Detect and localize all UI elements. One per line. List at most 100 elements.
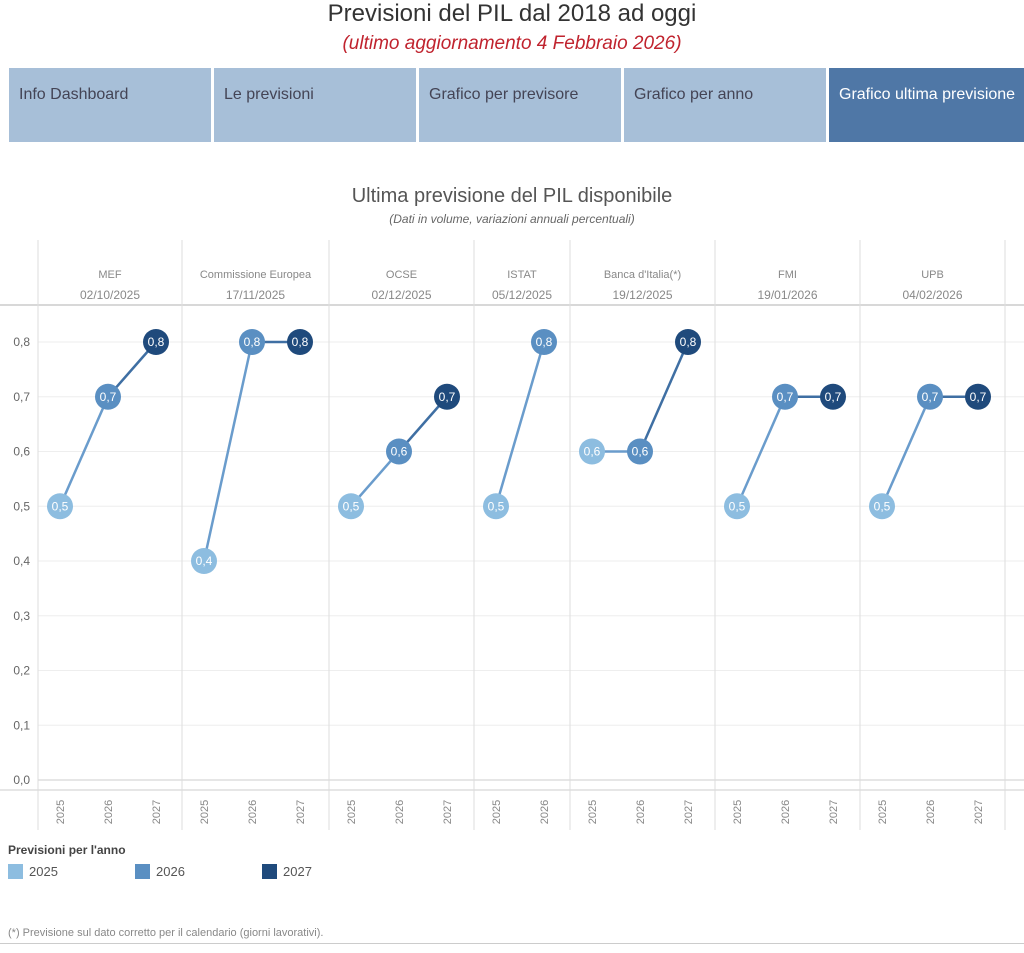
x-tick-label: 2025 — [877, 800, 889, 824]
legend-label: 2027 — [283, 864, 312, 879]
data-label: 0,8 — [148, 335, 165, 349]
series-line — [638, 341, 690, 453]
chart-subtitle: (Dati in volume, variazioni annuali perc… — [389, 212, 635, 226]
data-label: 0,5 — [729, 499, 746, 513]
data-point — [724, 493, 750, 520]
x-tick-label: 2026 — [635, 800, 647, 824]
data-point — [483, 493, 509, 520]
tab-grafico-per-previsore[interactable]: Grafico per previsore — [419, 68, 621, 142]
y-tick-label: 0,0 — [13, 773, 30, 787]
x-tick-label: 2027 — [151, 800, 163, 824]
legend-swatch — [262, 864, 277, 879]
x-tick-label: 2026 — [780, 800, 792, 824]
x-tick-label: 2027 — [683, 800, 695, 824]
panel-name: FMI — [778, 269, 797, 281]
panel-date: 02/12/2025 — [371, 288, 431, 302]
x-tick-label: 2025 — [732, 800, 744, 824]
panel-name: UPB — [921, 269, 944, 281]
series-line — [494, 341, 546, 507]
data-label: 0,6 — [584, 445, 601, 459]
data-label: 0,6 — [632, 445, 649, 459]
divider — [0, 943, 1024, 944]
legend-item-2025: 2025 — [8, 864, 58, 879]
x-tick-label: 2026 — [394, 800, 406, 824]
series-line — [202, 341, 254, 562]
data-point — [47, 493, 73, 520]
legend-item-2027: 2027 — [262, 864, 312, 879]
legend-swatch — [8, 864, 23, 879]
y-tick-label: 0,4 — [13, 554, 30, 568]
data-point — [627, 438, 653, 465]
x-tick-label: 2026 — [247, 800, 259, 824]
series-line — [735, 396, 787, 507]
x-tick-label: 2025 — [346, 800, 358, 824]
y-tick-label: 0,1 — [13, 718, 30, 732]
last-update: (ultimo aggiornamento 4 Febbraio 2026) — [342, 33, 682, 54]
panel-date: 02/10/2025 — [80, 288, 140, 302]
data-label: 0,7 — [100, 390, 117, 404]
y-tick-label: 0,6 — [13, 445, 30, 459]
legend-title: Previsioni per l'anno — [8, 843, 126, 857]
series-line — [880, 396, 932, 507]
x-tick-label: 2025 — [55, 800, 67, 824]
x-tick-label: 2025 — [587, 800, 599, 824]
data-label: 0,5 — [874, 499, 891, 513]
tab-grafico-per-anno[interactable]: Grafico per anno — [624, 68, 826, 142]
data-point — [531, 329, 557, 355]
data-label: 0,7 — [777, 390, 794, 404]
data-point — [239, 329, 265, 355]
data-point — [386, 438, 412, 465]
data-point — [434, 383, 460, 410]
data-point — [772, 383, 798, 410]
data-label: 0,8 — [536, 335, 553, 349]
x-tick-label: 2027 — [295, 800, 307, 824]
data-point — [820, 383, 846, 410]
data-label: 0,8 — [292, 335, 309, 349]
y-tick-label: 0,8 — [13, 335, 30, 349]
page-title: Previsioni del PIL dal 2018 ad oggi — [327, 0, 697, 27]
tab-grafico-ultima-previsione[interactable]: Grafico ultima previsione — [829, 68, 1024, 142]
footnote: (*) Previsione sul dato corretto per il … — [8, 927, 324, 939]
nav-tabs: Info Dashboard Le previsioni Grafico per… — [9, 68, 1024, 142]
legend-item-2026: 2026 — [135, 864, 185, 879]
data-point — [965, 383, 991, 410]
data-point — [869, 493, 895, 520]
y-tick-label: 0,5 — [13, 499, 30, 513]
y-tick-label: 0,3 — [13, 609, 30, 623]
data-point — [95, 383, 121, 410]
x-tick-label: 2027 — [973, 800, 985, 824]
x-tick-label: 2027 — [828, 800, 840, 824]
x-tick-label: 2026 — [539, 800, 551, 824]
series-line — [58, 396, 110, 507]
data-label: 0,5 — [52, 499, 69, 513]
data-label: 0,5 — [488, 499, 505, 513]
legend-label: 2026 — [156, 864, 185, 879]
chart-title: Ultima previsione del PIL disponibile — [351, 185, 673, 207]
panel-date: 19/12/2025 — [612, 288, 672, 302]
data-point — [287, 329, 313, 355]
data-label: 0,5 — [343, 499, 360, 513]
data-label: 0,8 — [680, 335, 697, 349]
legend-label: 2025 — [29, 864, 58, 879]
data-point — [917, 383, 943, 410]
data-label: 0,7 — [970, 390, 987, 404]
x-tick-label: 2026 — [925, 800, 937, 824]
panel-date: 04/02/2026 — [902, 288, 962, 302]
data-label: 0,7 — [922, 390, 939, 404]
panel-name: OCSE — [386, 269, 417, 281]
data-point — [338, 493, 364, 520]
legend-swatch — [135, 864, 150, 879]
panel-name: MEF — [98, 269, 122, 281]
data-label: 0,7 — [439, 390, 456, 404]
x-tick-label: 2025 — [199, 800, 211, 824]
tab-info-dashboard[interactable]: Info Dashboard — [9, 68, 211, 142]
data-point — [675, 329, 701, 355]
data-label: 0,6 — [391, 445, 408, 459]
panel-name: ISTAT — [507, 269, 537, 281]
panel-name: Commissione Europea — [200, 269, 312, 281]
panel-date: 19/01/2026 — [757, 288, 817, 302]
tab-le-previsioni[interactable]: Le previsioni — [214, 68, 416, 142]
x-tick-label: 2026 — [103, 800, 115, 824]
data-label: 0,7 — [825, 390, 842, 404]
data-label: 0,4 — [196, 554, 213, 568]
